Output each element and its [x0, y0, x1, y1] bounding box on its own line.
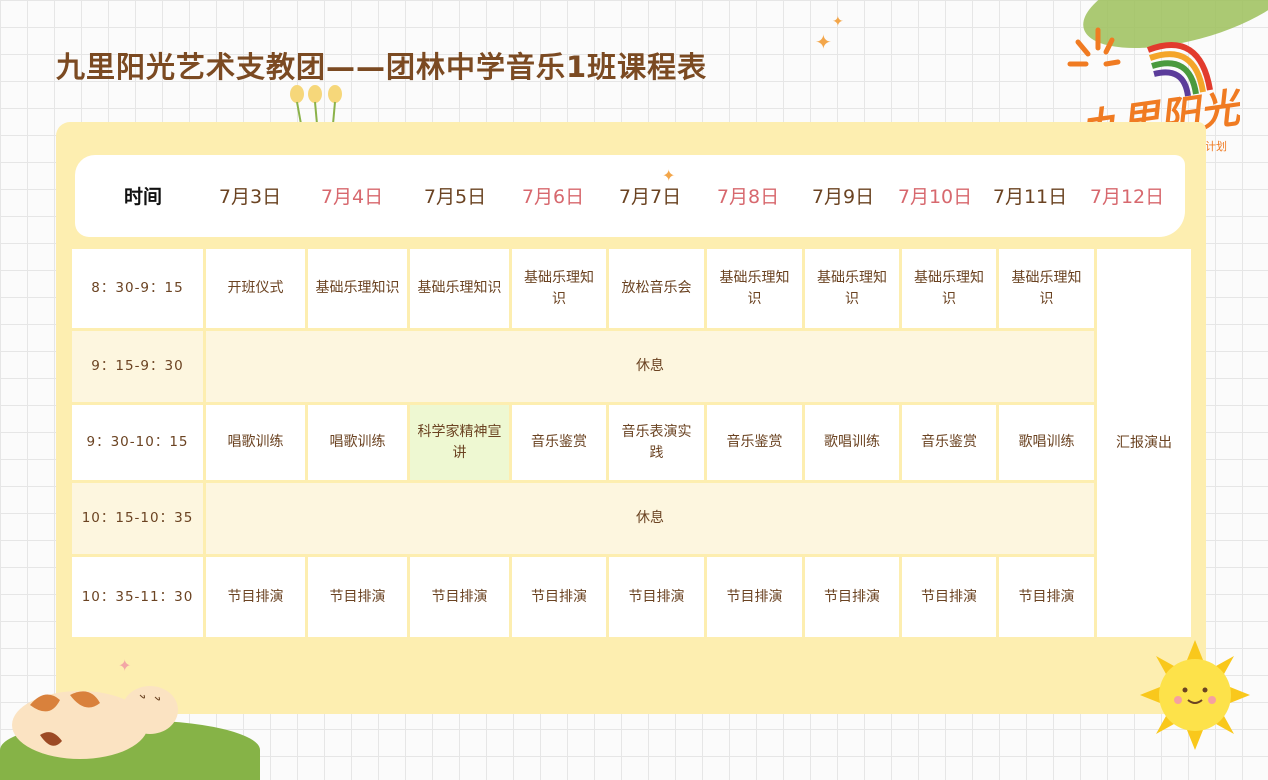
course-cell-highlighted: 科学家精神宣讲 [410, 405, 509, 480]
course-cell: 节目排演 [308, 557, 407, 637]
header-date: 7月11日 [992, 186, 1068, 208]
time-cell: 8：30-9：15 [72, 249, 203, 328]
header-date: 7月10日 [897, 186, 973, 208]
header-date: 7月9日 [811, 186, 875, 208]
course-cell: 节目排演 [902, 557, 996, 637]
flowers-decoration [290, 85, 342, 125]
course-cell: 基础乐理知识 [999, 249, 1094, 328]
break-cell: 休息 [206, 331, 1094, 402]
course-cell: 唱歌训练 [206, 405, 305, 480]
svg-text:✦: ✦ [118, 656, 131, 675]
course-cell: 基础乐理知识 [707, 249, 802, 328]
date-header-band [75, 155, 1185, 237]
header-date: 7月12日 [1089, 186, 1165, 208]
course-cell: 音乐鉴赏 [902, 405, 996, 480]
course-cell: 歌唱训练 [805, 405, 899, 480]
time-cell: 9：30-10：15 [72, 405, 203, 480]
header-date: 7月8日 [716, 186, 780, 208]
sparkle-icon: ✦ [832, 14, 844, 30]
course-cell: 音乐表演实践 [609, 405, 704, 480]
schedule-table: 8：30-9：15 开班仪式 基础乐理知识 基础乐理知识 基础乐理知识 放松音乐… [72, 249, 1191, 637]
course-cell: 基础乐理知识 [410, 249, 509, 328]
course-cell: 节目排演 [999, 557, 1094, 637]
course-cell: 基础乐理知识 [902, 249, 996, 328]
course-cell: 节目排演 [805, 557, 899, 637]
report-performance-cell: 汇报演出 [1097, 249, 1191, 637]
course-cell: 基础乐理知识 [512, 249, 606, 328]
course-cell: 节目排演 [410, 557, 509, 637]
page-title: 九里阳光艺术支教团——团林中学音乐1班课程表 [56, 50, 708, 84]
course-cell: 放松音乐会 [609, 249, 704, 328]
time-cell: 9：15-9：30 [72, 331, 203, 402]
course-cell: 节目排演 [512, 557, 606, 637]
header-date: 7月5日 [423, 186, 487, 208]
course-cell: 节目排演 [206, 557, 305, 637]
course-cell: 唱歌训练 [308, 405, 407, 480]
sparkle-icon: ✦ [662, 166, 676, 185]
sleeping-cat-illustration: ✦ [12, 656, 178, 759]
course-cell: 节目排演 [609, 557, 704, 637]
smiling-sun-illustration [1140, 640, 1250, 750]
sparkle-icon: ✦ [815, 30, 832, 54]
course-cell: 节目排演 [707, 557, 802, 637]
header-date: 7月6日 [521, 186, 585, 208]
header-date: 7月4日 [320, 186, 384, 208]
course-cell: 音乐鉴赏 [707, 405, 802, 480]
break-cell: 休息 [206, 483, 1094, 554]
header-date: 7月7日 [618, 186, 682, 208]
course-cell: 基础乐理知识 [805, 249, 899, 328]
header-date: 7月3日 [218, 186, 282, 208]
time-cell: 10：15-10：35 [72, 483, 203, 554]
time-cell: 10：35-11：30 [72, 557, 203, 637]
course-cell: 歌唱训练 [999, 405, 1094, 480]
course-cell: 基础乐理知识 [308, 249, 407, 328]
course-cell: 音乐鉴赏 [512, 405, 606, 480]
svg-text:计划: 计划 [1205, 140, 1227, 153]
header-time: 时间 [123, 186, 162, 208]
course-cell: 开班仪式 [206, 249, 305, 328]
